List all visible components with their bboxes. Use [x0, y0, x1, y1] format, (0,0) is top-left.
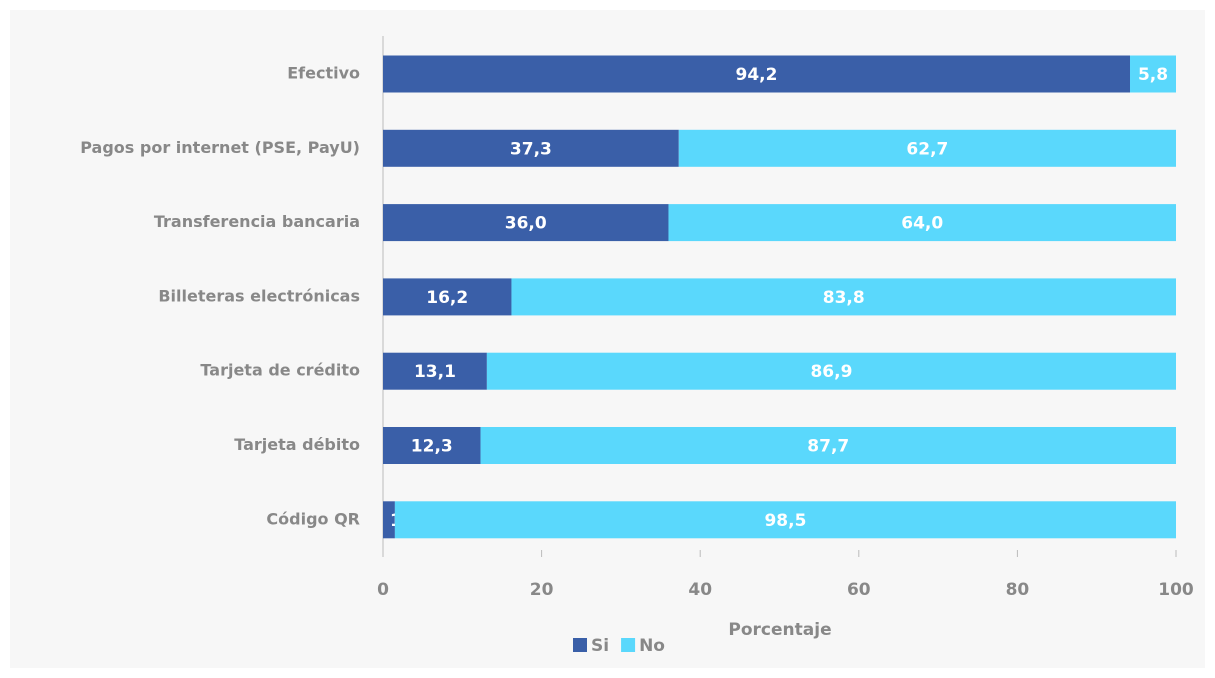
bar-segment — [383, 278, 512, 316]
value-label: 16,2 — [426, 288, 468, 308]
bar-segment — [383, 427, 481, 464]
bar-segment — [511, 278, 1176, 316]
x-tick-label: 40 — [688, 580, 712, 600]
bar-segment — [383, 352, 487, 390]
bar-segment — [394, 501, 1176, 539]
x-tick-label: 80 — [1006, 580, 1030, 600]
category-label: Efectivo — [287, 64, 360, 83]
value-label: 37,3 — [510, 139, 552, 159]
category-label: Billeteras electrónicas — [158, 286, 360, 305]
value-label: 98,5 — [764, 511, 806, 531]
legend-label: No — [639, 636, 665, 656]
chart-background — [10, 10, 1205, 668]
bar-segment — [486, 352, 1176, 390]
category-label: Pagos por internet (PSE, PayU) — [80, 138, 360, 157]
x-axis-label: Porcentaje — [728, 620, 831, 640]
bar-segment — [1130, 55, 1176, 93]
value-label: 64,0 — [901, 214, 943, 234]
bar-segment — [678, 129, 1176, 167]
category-label: Transferencia bancaria — [154, 212, 360, 231]
value-label: 12,3 — [411, 437, 453, 457]
value-label: 13,1 — [414, 362, 456, 382]
x-tick-label: 60 — [847, 580, 871, 600]
x-tick-label: 0 — [377, 580, 389, 600]
x-tick-label: 20 — [530, 580, 554, 600]
bar-segment — [383, 501, 395, 539]
legend-swatch — [621, 638, 636, 652]
legend-label: Si — [591, 636, 609, 656]
category-label: Tarjeta débito — [234, 435, 360, 454]
x-tick-label: 100 — [1158, 580, 1194, 600]
value-label: 36,0 — [505, 214, 547, 234]
value-label: 62,7 — [906, 139, 948, 159]
value-label: 94,2 — [736, 65, 778, 85]
bar-segment — [383, 55, 1131, 93]
bar-segment — [383, 204, 669, 242]
value-label: 5,8 — [1138, 65, 1168, 85]
bar-segment — [668, 204, 1176, 242]
value-label: 86,9 — [810, 362, 852, 382]
bar-segment — [383, 129, 679, 167]
value-label: 83,8 — [823, 288, 865, 308]
category-label: Tarjeta de crédito — [200, 361, 360, 380]
category-label: Código QR — [266, 509, 360, 528]
legend-swatch — [573, 638, 587, 652]
bar-segment — [480, 427, 1176, 464]
value-label: 87,7 — [807, 437, 849, 457]
